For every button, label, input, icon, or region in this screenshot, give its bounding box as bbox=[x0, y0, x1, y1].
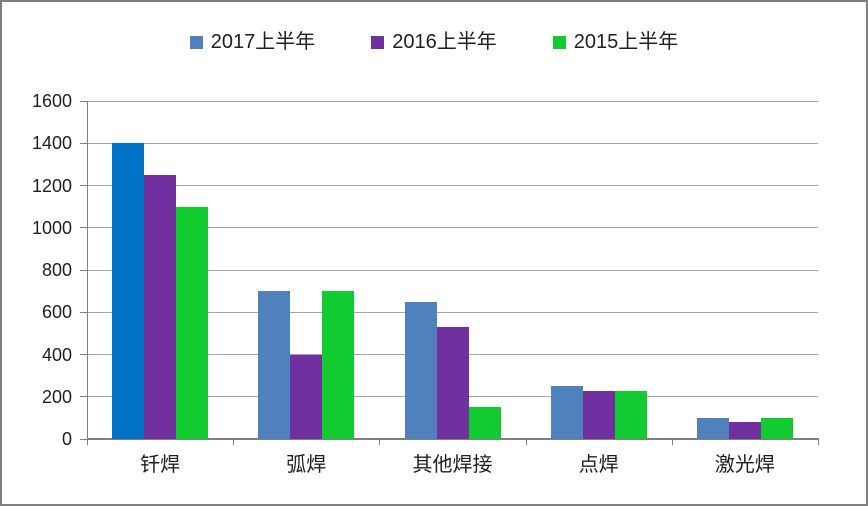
y-axis-tick-label: 0 bbox=[61, 429, 72, 449]
bar-2015上半年-点焊 bbox=[614, 391, 647, 439]
y-axis-tick-mark bbox=[80, 311, 87, 313]
y-axis-tick-mark bbox=[80, 185, 87, 186]
y-axis-tick-label: 200 bbox=[41, 386, 72, 407]
bar-2017上半年-弧焊 bbox=[258, 291, 291, 439]
legend-swatch-2015-icon bbox=[552, 35, 566, 49]
x-axis-tick-mark bbox=[379, 439, 381, 445]
y-axis-line bbox=[87, 101, 88, 440]
gridline bbox=[87, 185, 818, 186]
y-axis-tick-mark bbox=[80, 269, 87, 271]
x-axis-tick-mark bbox=[671, 439, 673, 445]
y-axis-tick-mark bbox=[80, 396, 87, 398]
x-axis-tick-mark bbox=[87, 439, 88, 445]
legend-swatch-2016-icon bbox=[371, 35, 385, 49]
bar-2017上半年-其他焊接 bbox=[404, 301, 437, 439]
bar-2016上半年-其他焊接 bbox=[436, 327, 469, 439]
y-axis-tick-mark bbox=[80, 438, 87, 440]
bar-2015上半年-其他焊接 bbox=[468, 407, 501, 439]
legend-item-2015: 2015上半年 bbox=[552, 31, 679, 53]
y-axis-tick-mark bbox=[80, 100, 87, 102]
bar-2016上半年-激光焊 bbox=[728, 422, 761, 439]
x-axis-category-label: 弧焊 bbox=[286, 454, 327, 476]
bar-2016上半年-点焊 bbox=[582, 391, 615, 439]
x-axis-tick-mark bbox=[818, 439, 819, 445]
bar-2017上半年-钎焊 bbox=[112, 143, 145, 439]
gridline bbox=[87, 269, 818, 271]
x-axis-category-label: 激光焊 bbox=[714, 454, 775, 476]
y-axis-tick-label: 400 bbox=[41, 344, 72, 365]
legend-label-2016: 2016上半年 bbox=[392, 31, 497, 53]
x-axis-category-label: 点焊 bbox=[578, 454, 619, 476]
bar-2015上半年-钎焊 bbox=[176, 206, 209, 439]
bar-2015上半年-激光焊 bbox=[760, 417, 793, 439]
legend-label-2015: 2015上半年 bbox=[573, 31, 679, 53]
y-axis-tick-mark bbox=[80, 227, 87, 229]
x-axis-category-label: 钎焊 bbox=[140, 454, 181, 476]
legend-label-2017: 2017上半年 bbox=[210, 31, 316, 53]
legend: 2017上半年 2016上半年 2015上半年 bbox=[2, 32, 866, 52]
bar-2016上半年-弧焊 bbox=[290, 354, 323, 439]
y-axis-tick-label: 1400 bbox=[31, 133, 72, 154]
x-axis-line bbox=[87, 438, 819, 440]
y-axis-tick-label: 1600 bbox=[31, 91, 72, 111]
legend-swatch-2017-icon bbox=[189, 35, 203, 49]
bar-2016上半年-钎焊 bbox=[144, 174, 177, 439]
y-axis-tick-label: 600 bbox=[41, 302, 72, 323]
y-axis-tick-label: 1000 bbox=[31, 217, 72, 238]
x-axis-category-label: 其他焊接 bbox=[412, 454, 493, 476]
bar-2017上半年-激光焊 bbox=[696, 417, 729, 439]
gridline bbox=[87, 100, 818, 102]
y-axis-tick-label: 1200 bbox=[31, 175, 72, 196]
legend-item-2016: 2016上半年 bbox=[371, 32, 497, 52]
legend-item-2017: 2017上半年 bbox=[189, 31, 316, 53]
gridline bbox=[87, 311, 818, 313]
gridline bbox=[87, 142, 818, 144]
y-axis-tick-mark bbox=[80, 354, 87, 355]
x-axis-tick-mark bbox=[525, 439, 527, 445]
bar-2015上半年-弧焊 bbox=[322, 291, 355, 439]
y-axis-tick-label: 800 bbox=[41, 260, 72, 280]
x-axis-tick-mark bbox=[233, 439, 235, 445]
y-axis-tick-mark bbox=[80, 142, 87, 144]
bar-2017上半年-点焊 bbox=[550, 386, 583, 439]
gridline bbox=[87, 227, 818, 229]
